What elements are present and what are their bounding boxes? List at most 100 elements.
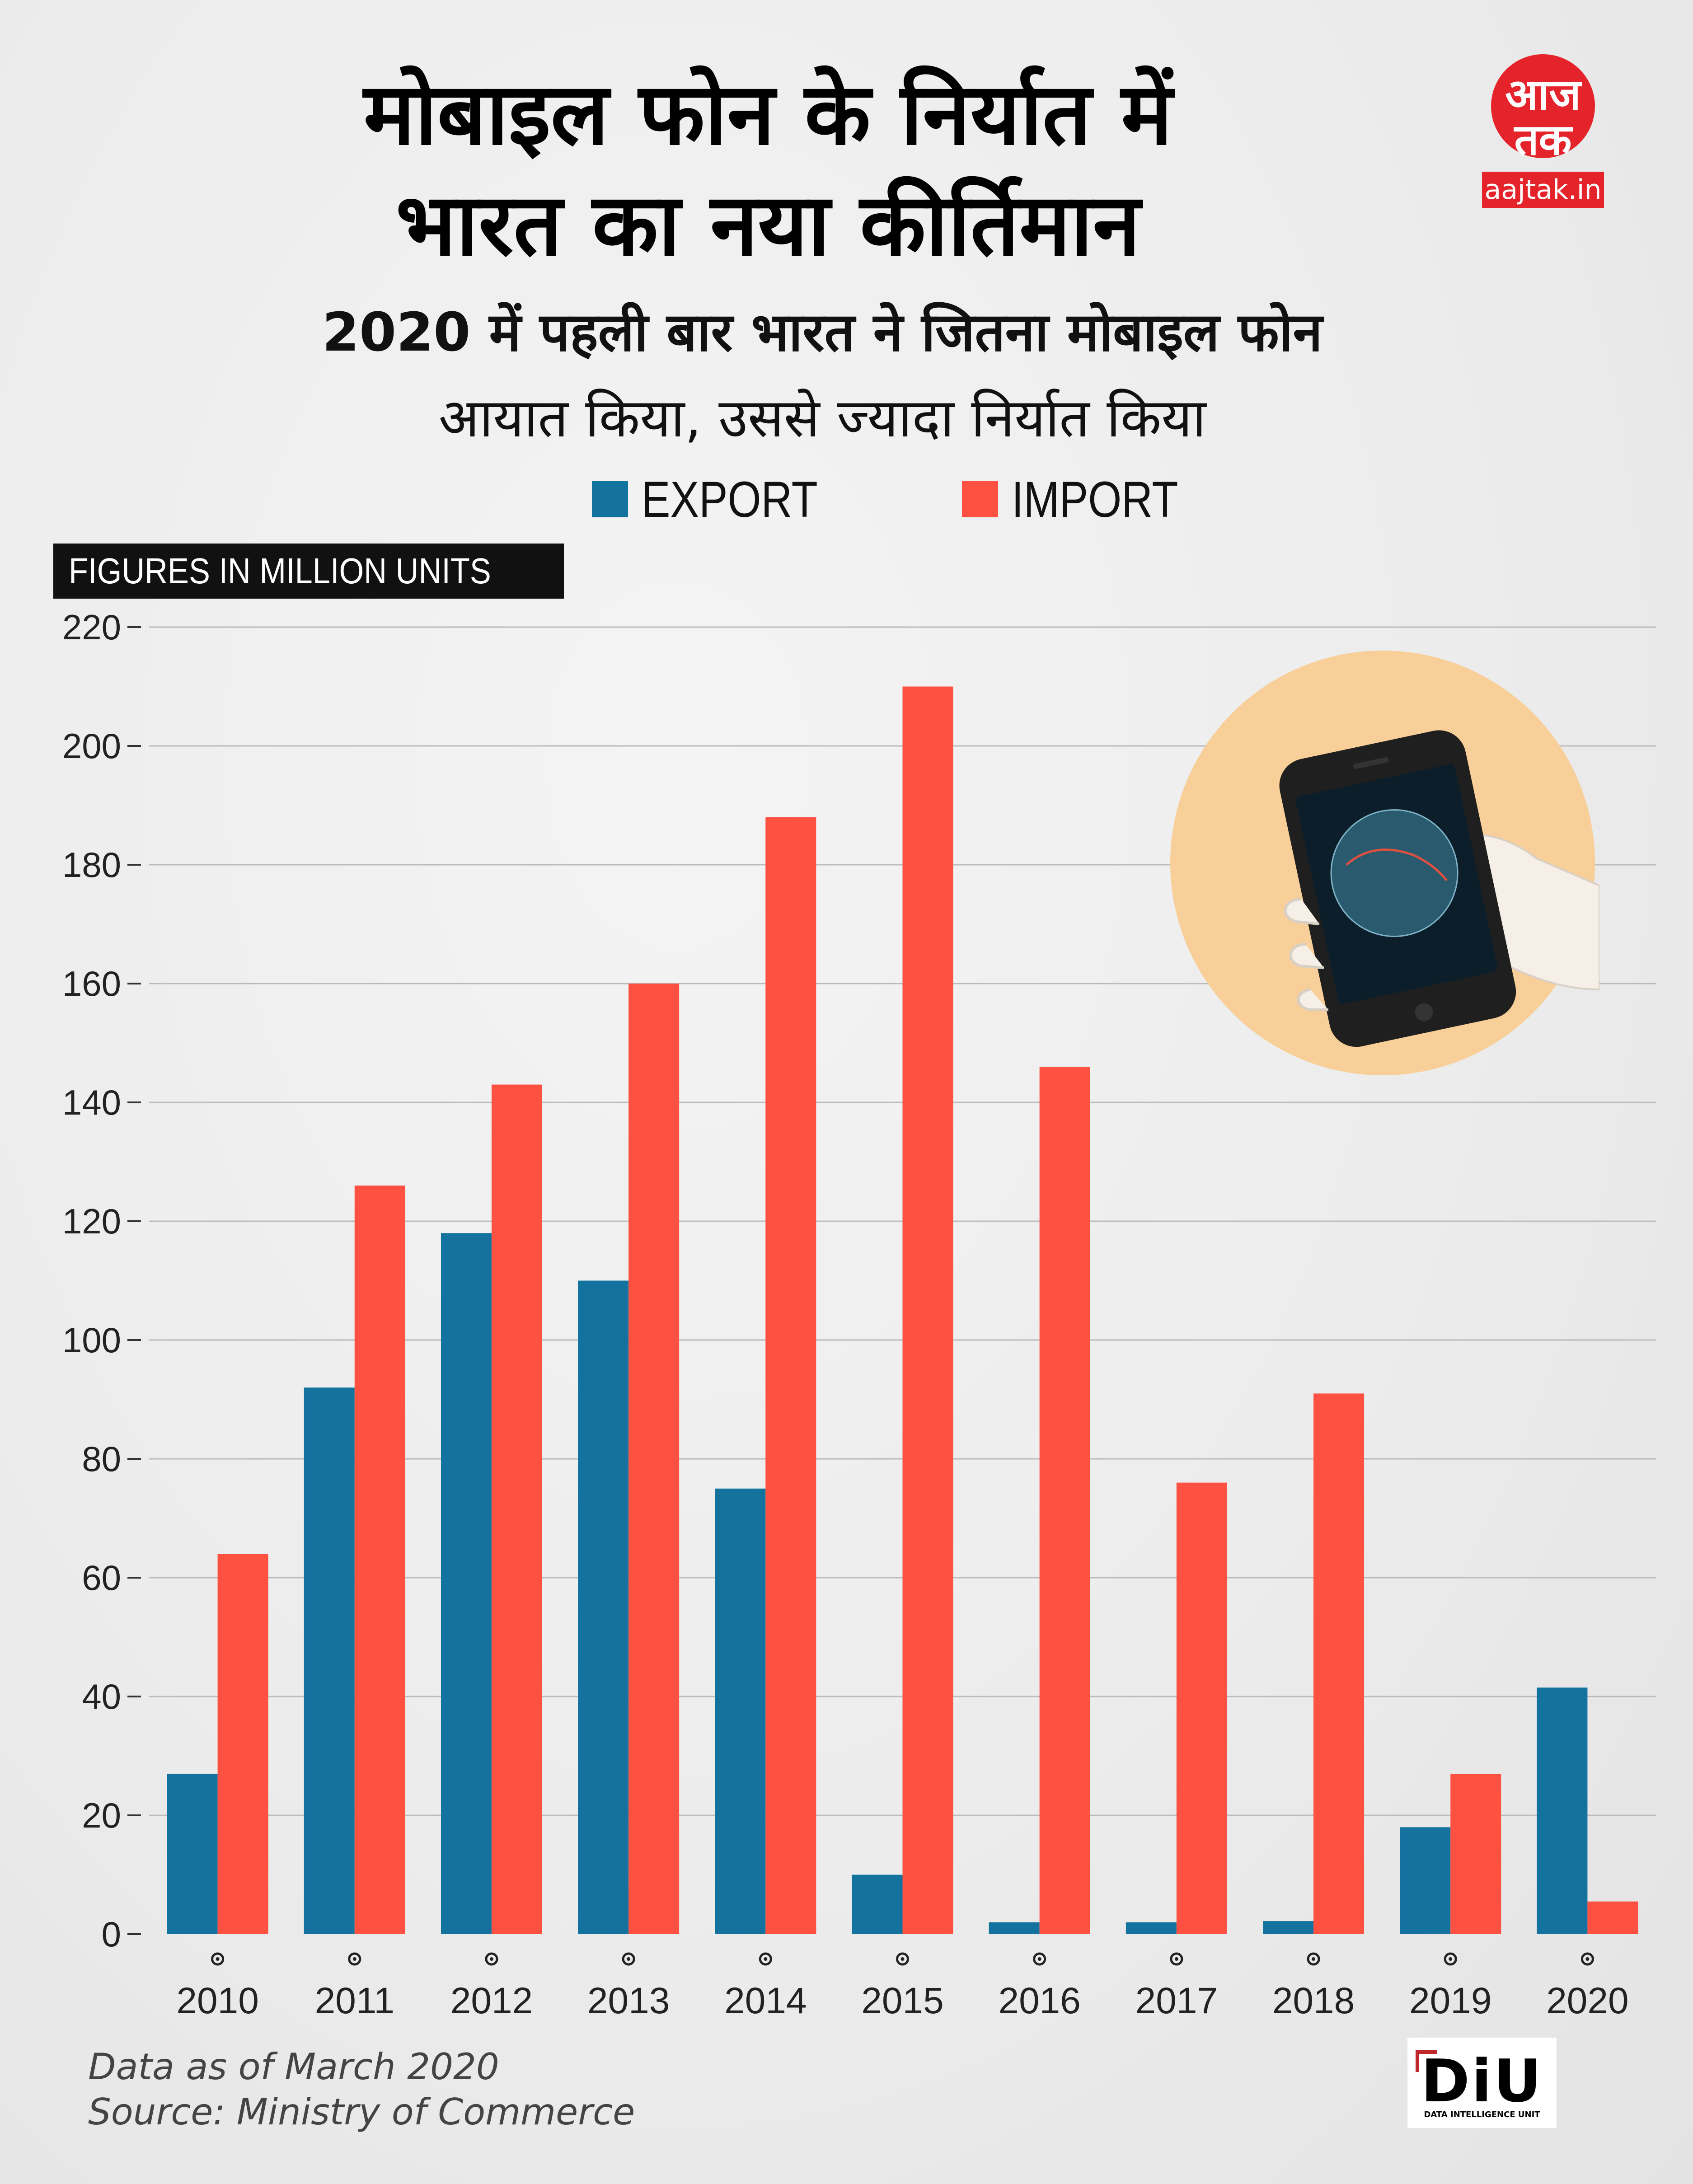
y-tick-label: 180 <box>62 845 121 885</box>
legend-swatch-export <box>592 481 628 517</box>
x-tick-marker-dot <box>900 1957 905 1961</box>
phone-home-button <box>1415 1003 1433 1022</box>
title-line-1: मोबाइल फोन के निर्यात में <box>363 64 1173 164</box>
bar-export-2010 <box>167 1773 218 1934</box>
y-tick-label: 100 <box>62 1320 121 1360</box>
bar-export-2019 <box>1400 1827 1451 1934</box>
bar-import-2019 <box>1450 1773 1501 1934</box>
bar-import-2012 <box>491 1084 542 1934</box>
x-tick-label: 2013 <box>587 1980 670 2021</box>
bar-import-2017 <box>1176 1482 1227 1934</box>
logo-domain: aajtak.in <box>1482 172 1604 208</box>
logo-word-1: आज <box>1505 70 1581 120</box>
page-title: मोबाइल फोन के निर्यात में भारत का नया की… <box>136 59 1401 280</box>
x-tick-label: 2017 <box>1135 1980 1218 2021</box>
bar-export-2015 <box>852 1875 903 1934</box>
bar-export-2014 <box>715 1488 766 1934</box>
x-tick-marker-dot <box>764 1957 768 1961</box>
bar-export-2016 <box>989 1922 1040 1934</box>
aajtak-logo[interactable]: आज तक aajtak.in <box>1482 36 1604 208</box>
diu-full-name: DATA INTELLIGENCE UNIT <box>1424 2110 1540 2119</box>
diu-mark: DiU <box>1421 2047 1543 2115</box>
bar-export-2011 <box>304 1387 355 1934</box>
bar-import-2013 <box>628 984 680 1934</box>
bar-export-2020 <box>1537 1687 1588 1934</box>
x-tick-marker-dot <box>489 1957 493 1961</box>
bar-import-2020 <box>1587 1901 1638 1934</box>
legend-label-export: EXPORT <box>642 471 818 528</box>
subtitle-line-1: 2020 में पहली बार भारत ने जितना मोबाइल फ… <box>322 301 1323 363</box>
x-tick-marker <box>485 1952 498 1966</box>
x-tick-marker-dot <box>1174 1957 1178 1961</box>
x-tick-marker <box>211 1952 225 1966</box>
x-tick-label: 2019 <box>1409 1980 1491 2021</box>
x-tick-marker-dot <box>1037 1957 1041 1961</box>
logo-word-2: तक <box>1514 115 1572 165</box>
y-tick-label: 160 <box>62 964 121 1003</box>
globe-outline <box>1330 809 1459 937</box>
x-tick-marker-dot <box>1449 1957 1453 1961</box>
globe-icon <box>1331 810 1458 937</box>
bar-export-2018 <box>1263 1921 1314 1934</box>
y-tick-label: 80 <box>82 1439 121 1479</box>
globe-route <box>1346 848 1448 881</box>
footnote-data-date: Data as of March 2020 <box>88 2046 499 2088</box>
footnote: Data as of March 2020 Source: Ministry o… <box>88 2044 635 2135</box>
bar-export-2017 <box>1126 1922 1177 1934</box>
x-tick-label: 2015 <box>861 1980 943 2021</box>
diu-bracket-icon <box>1416 2050 1437 2072</box>
y-tick-label: 0 <box>102 1914 121 1954</box>
x-tick-marker <box>759 1952 772 1966</box>
x-tick-label: 2012 <box>450 1980 533 2021</box>
x-tick-label: 2020 <box>1546 1980 1628 2021</box>
y-tick-label: 140 <box>62 1083 121 1122</box>
subtitle: 2020 में पहली बार भारत ने जितना मोबाइल फ… <box>104 289 1541 461</box>
x-tick-label: 2014 <box>724 1980 807 2021</box>
bar-import-2018 <box>1313 1393 1365 1934</box>
phone-speaker <box>1353 757 1389 769</box>
x-tick-marker-dot <box>216 1957 220 1961</box>
legend-item-export: EXPORT <box>592 470 849 529</box>
y-tick-label: 120 <box>62 1201 121 1241</box>
hand-fingers <box>1284 898 1328 1011</box>
x-tick-marker <box>1033 1952 1046 1966</box>
x-tick-label: 2018 <box>1272 1980 1355 2021</box>
x-tick-marker-dot <box>352 1957 356 1961</box>
phone <box>1279 730 1516 1047</box>
y-tick-label: 20 <box>82 1795 121 1835</box>
bar-export-2013 <box>578 1280 629 1934</box>
legend-item-import: IMPORT <box>961 470 1208 529</box>
bar-import-2014 <box>765 817 816 1934</box>
x-tick-marker <box>348 1952 361 1966</box>
x-tick-marker <box>622 1952 635 1966</box>
y-tick-label: 40 <box>82 1677 121 1716</box>
bar-import-2015 <box>902 686 953 1934</box>
x-tick-marker-dot <box>1585 1957 1590 1961</box>
x-tick-label: 2010 <box>176 1980 258 2021</box>
units-label: FIGURES IN MILLION UNITS <box>53 544 564 599</box>
x-tick-marker-dot <box>627 1957 631 1961</box>
y-tick-label: 200 <box>62 726 121 766</box>
x-tick-marker <box>1444 1952 1457 1966</box>
logo-circle <box>1491 54 1595 158</box>
bar-import-2016 <box>1039 1067 1090 1934</box>
title-line-2: भारत का नया कीर्तिमान <box>395 175 1141 275</box>
x-tick-label: 2011 <box>315 1980 394 2021</box>
x-tick-marker <box>1170 1952 1183 1966</box>
x-tick-marker <box>896 1952 909 1966</box>
phone-in-hand-illustration <box>1170 651 1599 1075</box>
footnote-source: Source: Ministry of Commerce <box>88 2091 635 2133</box>
legend-swatch-import <box>961 481 998 517</box>
x-tick-marker-dot <box>1312 1957 1316 1961</box>
x-tick-marker <box>1307 1952 1320 1966</box>
y-tick-label: 60 <box>82 1558 121 1598</box>
y-tick-label: 220 <box>62 607 121 647</box>
bar-import-2010 <box>217 1554 268 1934</box>
diu-logo: DiU DATA INTELLIGENCE UNIT <box>1407 2038 1557 2128</box>
bar-export-2012 <box>441 1233 492 1934</box>
x-tick-label: 2016 <box>998 1980 1080 2021</box>
chart-legend: EXPORT IMPORT <box>592 470 1320 529</box>
x-tick-marker <box>1580 1952 1594 1966</box>
subtitle-line-2: आयात किया, उससे ज्यादा निर्यात किया <box>438 387 1206 449</box>
